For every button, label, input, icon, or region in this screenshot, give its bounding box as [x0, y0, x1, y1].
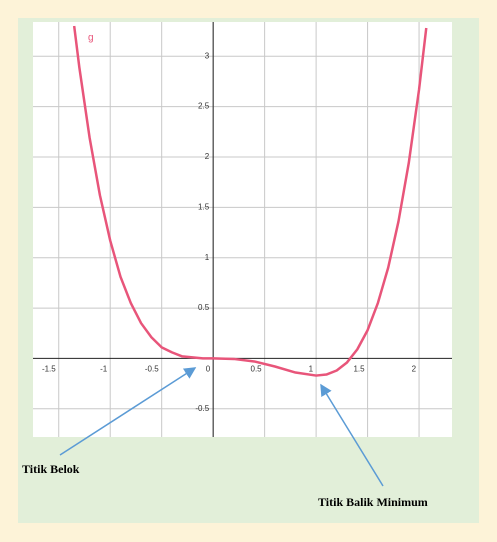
y-tick-label: 0.5 [198, 303, 210, 312]
y-tick-label: 2 [205, 152, 210, 161]
arrow [59, 367, 197, 456]
y-tick-label: 2.5 [198, 102, 210, 111]
arrow [320, 383, 384, 487]
function-label: g [88, 33, 94, 44]
y-tick-label: -0.5 [195, 404, 209, 413]
function-curve [72, 25, 428, 377]
x-tick-label: 2 [412, 365, 417, 374]
axes: -1.5 -1 -0.5 0 0.5 1 1.5 2 -0.5 0.5 1 1.5 2 2.5 3 [33, 22, 452, 437]
x-tick-label: 1 [309, 365, 314, 374]
x-tick-label: 0 [206, 365, 211, 374]
x-tick-label: 0.5 [251, 365, 263, 374]
y-tick-label: 1 [205, 253, 210, 262]
x-tick-label: -1 [100, 365, 108, 374]
annotation: Titik Belok [22, 462, 80, 476]
y-tick-label: 3 [205, 51, 210, 60]
x-tick-label: -0.5 [145, 365, 159, 374]
curve-layer [72, 25, 428, 377]
plot-area [33, 22, 452, 437]
y-tick-label: 1.5 [198, 202, 210, 211]
x-tick-label: 1.5 [353, 365, 365, 374]
annotation: Titik Balik Minimum [318, 495, 428, 509]
x-tick-label: -1.5 [42, 365, 56, 374]
